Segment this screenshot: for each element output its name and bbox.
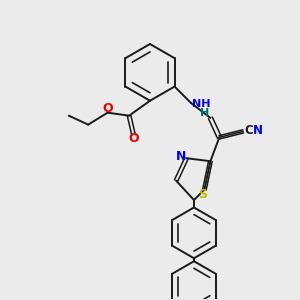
Text: N: N: [253, 124, 263, 137]
Text: O: O: [102, 102, 112, 115]
Text: NH: NH: [192, 99, 210, 109]
Text: C: C: [245, 124, 254, 137]
Text: H: H: [200, 107, 210, 118]
Text: N: N: [176, 150, 186, 163]
Text: O: O: [129, 133, 140, 146]
Text: S: S: [198, 188, 207, 200]
